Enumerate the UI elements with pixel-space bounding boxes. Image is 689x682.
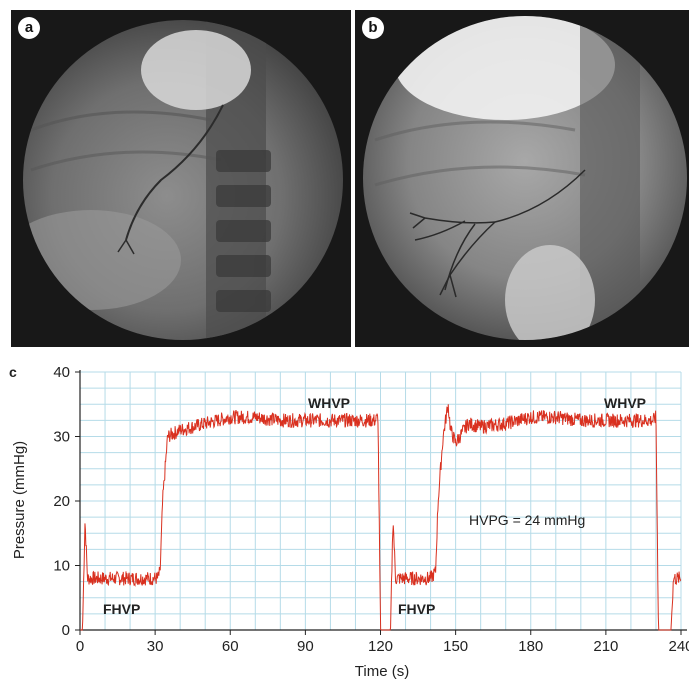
fhvp-label-2: FHVP [398,601,435,617]
fluoroscopy-b-graphic [363,16,687,340]
x-tick-label: 0 [76,638,84,655]
y-axis-title: Pressure (mmHg) [11,441,28,559]
x-tick-label: 180 [518,638,543,655]
fhvp-label-1: FHVP [103,601,140,617]
x-tick-label: 150 [443,638,468,655]
chart-ticks: 0 30 60 90 120 150 180 210 240 0 10 20 30 40 [53,364,689,655]
fluoroscopy-image-b: b [355,10,689,347]
x-tick-label: 30 [147,638,164,655]
panel-b-label: b [362,17,384,39]
x-tick-label: 120 [368,638,393,655]
y-tick-label: 30 [53,429,70,446]
pressure-trace [80,404,682,631]
x-tick-label: 210 [593,638,618,655]
y-tick-label: 10 [53,558,70,575]
panel-a-label: a [18,17,40,39]
x-axis-title: Time (s) [355,663,409,680]
y-tick-label: 20 [53,493,70,510]
y-tick-label: 40 [53,364,70,381]
x-tick-label: 90 [297,638,314,655]
pressure-chart: 0 30 60 90 120 150 180 210 240 0 10 20 30 40 c Time (… [9,364,689,680]
x-tick-label: 240 [668,638,689,655]
panel-c-label: c [9,364,17,380]
chart-axes [79,370,687,631]
y-tick-label: 0 [62,622,70,639]
fluoroscopy-image-a: a [11,10,351,347]
x-tick-label: 60 [222,638,239,655]
whvp-label-1: WHVP [308,395,350,411]
whvp-label-2: WHVP [604,395,646,411]
chart-series [80,404,682,631]
fluoroscopy-a-graphic [23,20,343,340]
hvpg-annotation: HVPG = 24 mmHg [469,512,585,528]
